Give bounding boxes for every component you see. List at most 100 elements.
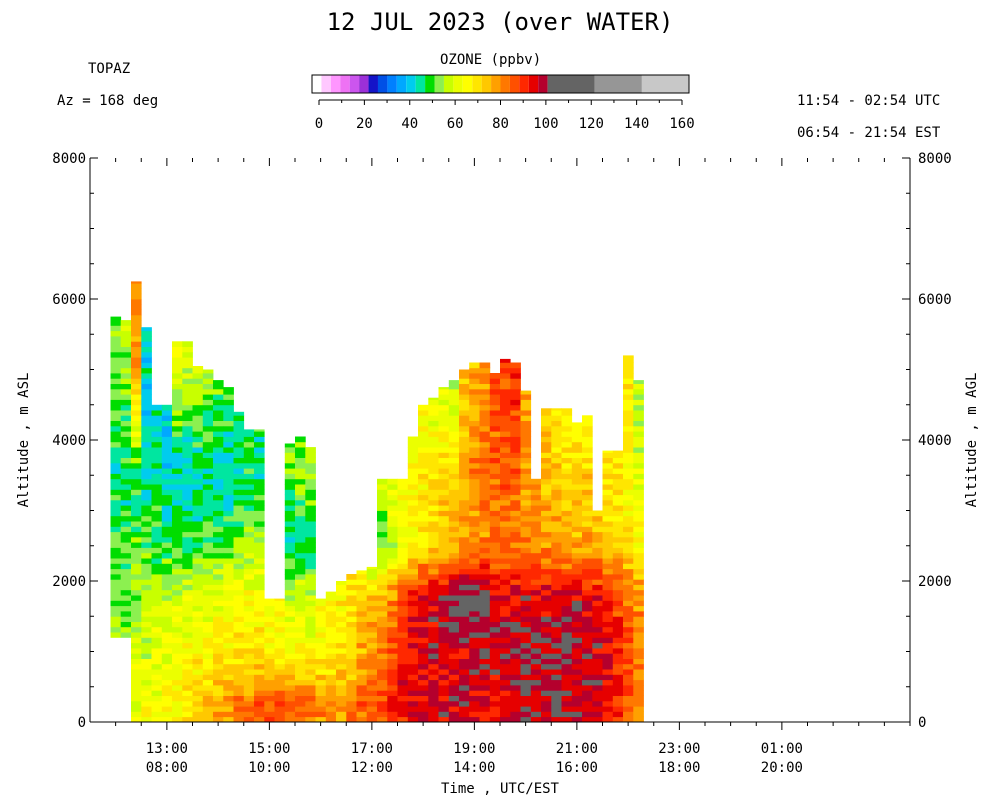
ozone-cell <box>571 521 583 527</box>
ozone-cell <box>479 563 491 570</box>
ozone-cell <box>151 700 163 707</box>
ozone-cell <box>623 394 634 400</box>
ozone-cell <box>243 648 255 654</box>
ozone-cell <box>479 425 491 432</box>
ozone-cell <box>325 674 337 681</box>
ozone-cell <box>110 632 122 638</box>
ozone-cell <box>110 584 122 591</box>
ozone-cell <box>489 611 501 617</box>
ozone-cell <box>541 526 552 533</box>
ozone-cell <box>141 600 152 607</box>
ozone-cell <box>223 399 234 406</box>
ozone-cell <box>202 452 214 458</box>
ozone-cell <box>223 394 234 400</box>
ozone-cell <box>131 489 142 496</box>
ozone-cell <box>325 637 337 644</box>
ozone-cell <box>151 425 163 432</box>
ozone-cell <box>561 473 573 480</box>
ozone-cell <box>254 489 265 496</box>
ozone-cell <box>479 542 491 548</box>
ozone-cell <box>377 584 388 591</box>
ozone-cell <box>541 499 552 506</box>
ozone-cell <box>612 515 624 522</box>
ozone-cell <box>582 658 593 665</box>
ozone-cell <box>182 510 193 517</box>
ozone-cell <box>387 679 398 686</box>
ozone-cell <box>131 420 142 427</box>
ozone-cell <box>469 600 480 607</box>
ozone-cell <box>233 605 245 612</box>
ozone-cell <box>500 378 511 384</box>
ozone-cell <box>582 653 593 659</box>
ozone-cell <box>500 658 511 665</box>
ozone-cell <box>479 526 491 533</box>
ozone-cell <box>469 574 480 580</box>
ozone-cell <box>233 568 245 575</box>
ozone-cell <box>336 605 347 612</box>
ozone-cell <box>438 431 450 437</box>
ozone-cell <box>448 515 460 522</box>
ozone-cell <box>459 536 470 543</box>
ozone-cell <box>141 505 152 511</box>
ozone-cell <box>438 410 450 416</box>
ozone-cell <box>161 716 173 723</box>
ozone-cell <box>295 642 306 649</box>
ozone-cell <box>336 716 347 723</box>
ozone-cell <box>172 579 183 585</box>
ozone-cell <box>131 568 142 575</box>
ozone-cell <box>418 425 429 432</box>
ozone-cell <box>428 648 439 654</box>
ozone-cell <box>500 595 511 601</box>
ozone-cell <box>387 552 398 559</box>
ozone-cell <box>131 600 142 607</box>
ozone-cell <box>582 616 593 622</box>
ozone-cell <box>428 611 439 617</box>
ozone-cell <box>469 362 480 369</box>
ozone-cell <box>243 429 255 432</box>
ozone-cell <box>459 420 470 427</box>
ozone-cell <box>223 653 234 659</box>
ozone-cell <box>592 584 603 591</box>
ozone-cell <box>356 669 368 675</box>
ozone-cell <box>172 695 183 702</box>
ozone-cell <box>202 425 214 432</box>
ozone-cell <box>387 499 398 506</box>
ozone-cell <box>623 547 634 554</box>
ozone-cell <box>469 510 480 517</box>
ozone-cell <box>418 526 429 533</box>
ozone-cell <box>346 674 357 681</box>
ozone-cell <box>489 574 501 580</box>
ozone-cell <box>284 611 296 617</box>
ozone-cell <box>561 663 573 670</box>
ozone-cell <box>623 716 634 723</box>
ozone-cell <box>459 510 470 517</box>
ozone-cell <box>131 341 142 347</box>
ozone-cell <box>489 505 501 511</box>
ozone-cell <box>192 589 204 596</box>
ozone-cell <box>366 716 378 723</box>
ozone-cell <box>305 542 316 548</box>
ozone-cell <box>202 685 214 691</box>
ozone-cell <box>571 669 583 675</box>
ozone-cell <box>141 515 152 522</box>
ozone-cell <box>479 457 491 464</box>
ozone-cell <box>120 457 132 464</box>
ozone-cell <box>530 595 542 601</box>
ozone-cell <box>295 568 306 575</box>
ozone-cell <box>407 526 419 533</box>
ozone-cell <box>510 716 521 723</box>
ozone-cell <box>602 584 614 591</box>
ozone-cell <box>172 404 183 411</box>
ozone-cell <box>612 669 624 675</box>
ozone-cell <box>551 653 562 659</box>
ozone-cell <box>541 700 552 707</box>
ozone-cell <box>213 468 224 474</box>
ozone-cell <box>633 431 644 437</box>
ozone-cell <box>500 542 511 548</box>
ozone-cell <box>254 431 265 437</box>
ozone-cell <box>520 679 532 686</box>
ozone-cell <box>551 632 562 638</box>
ozone-cell <box>295 648 306 654</box>
ozone-cell <box>284 685 296 691</box>
ozone-cell <box>571 536 583 543</box>
